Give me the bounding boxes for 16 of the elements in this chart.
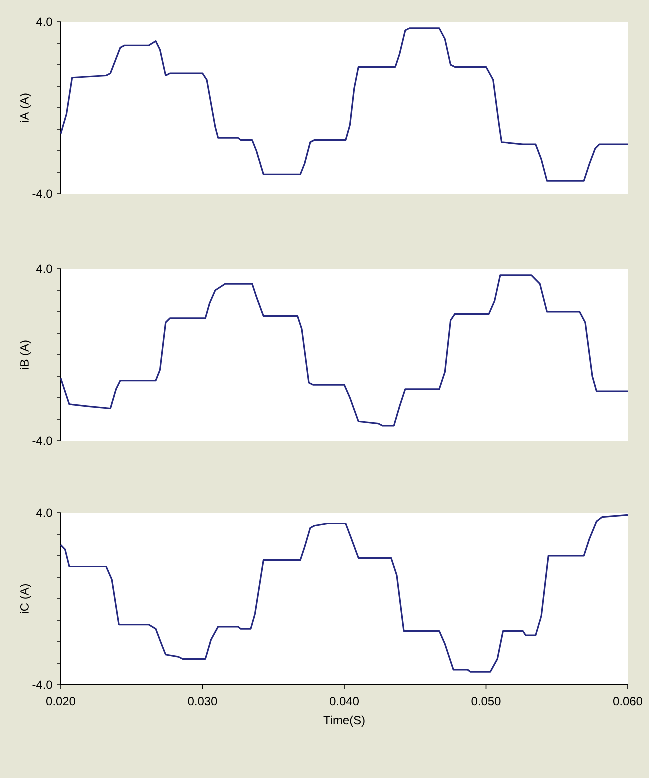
y-tick-label: -4.0 <box>32 436 52 446</box>
y-tick-label: 4.0 <box>36 264 52 274</box>
y-tick-label: -4.0 <box>32 680 52 690</box>
y-axis-title: iA (A) <box>20 94 32 122</box>
y-tick-label: 4.0 <box>36 18 52 26</box>
x-tick-label: 0.020 <box>46 697 76 706</box>
y-tick-label: -4.0 <box>32 190 52 198</box>
y-axis-title: iC (A) <box>20 584 32 614</box>
y-axis-title: iB (A) <box>20 340 32 370</box>
x-tick-label: 0.060 <box>614 697 642 706</box>
x-tick-label: 0.030 <box>188 697 218 706</box>
x-tick-label: 0.040 <box>330 697 359 706</box>
y-tick-label: 4.0 <box>36 508 52 518</box>
line-series <box>60 274 629 427</box>
x-axis-title: Time(S) <box>324 716 365 727</box>
x-tick-label: 0.050 <box>472 697 501 706</box>
